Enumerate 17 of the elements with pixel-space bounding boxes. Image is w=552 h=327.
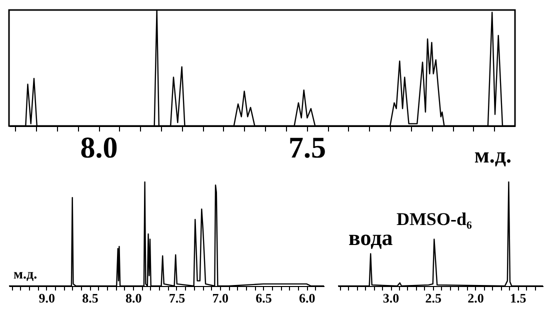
annotation: DMSO-d₆ (396, 209, 472, 230)
x-tick-label: 6.0 (299, 290, 316, 306)
x-tick-label: 8.0 (125, 290, 142, 306)
x-tick-label: 7.5 (168, 290, 186, 306)
x-tick-label: 1.5 (510, 290, 527, 306)
annotation: вода (348, 224, 393, 250)
x-tick-label: 3.0 (382, 290, 400, 306)
x-tick-label: 6.5 (256, 290, 272, 306)
x-tick-label: 9.0 (38, 290, 55, 306)
x-axis-title: м.д. (474, 142, 512, 168)
x-tick-label: 7.0 (212, 290, 228, 306)
x-tick-label: 2.5 (425, 290, 442, 306)
x-tick-label: 2.0 (468, 290, 484, 306)
x-axis-title: м.д. (14, 268, 38, 282)
x-tick-label: 8.0 (80, 132, 118, 164)
x-tick-label: 7.5 (288, 132, 326, 164)
x-tick-label: 8.5 (82, 290, 99, 306)
